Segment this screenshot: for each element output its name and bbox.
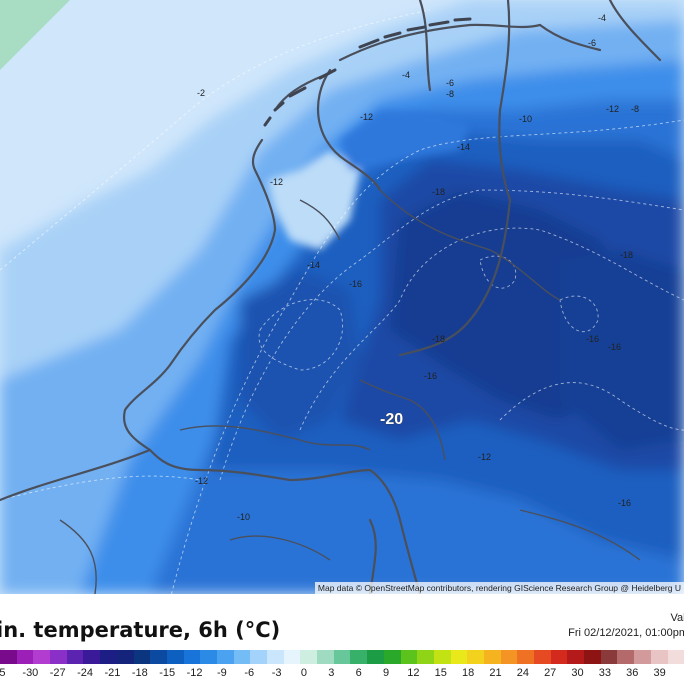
scale-tick-label: 33 (598, 667, 612, 679)
color-swatch (433, 650, 451, 664)
contour-label: -10 (519, 114, 532, 124)
scale-tick-label: -27 (49, 667, 66, 679)
color-swatch (116, 650, 134, 664)
contour-label: -4 (402, 70, 410, 80)
color-swatch (333, 650, 351, 664)
color-swatch (417, 650, 434, 664)
color-swatch (450, 650, 468, 664)
color-swatch (567, 650, 585, 664)
scale-tick-label: -24 (77, 667, 94, 679)
contour-label: -12 (360, 112, 373, 122)
contour-label: -18 (432, 187, 445, 197)
color-swatch (50, 650, 67, 664)
scale-tick-label: 12 (407, 667, 420, 679)
valid-time: Fri 02/12/2021, 01:00pm (568, 627, 684, 639)
scale-tick-label: 27 (544, 667, 557, 679)
scale-tick-label: -3 (271, 667, 282, 679)
contour-label: -18 (620, 250, 633, 260)
color-scale (0, 650, 684, 664)
color-swatch (500, 650, 518, 664)
color-swatch (467, 650, 484, 664)
color-swatch (200, 650, 217, 664)
color-swatch (66, 650, 84, 664)
contour-label: -8 (631, 104, 639, 114)
contour-label: -16 (424, 371, 437, 381)
color-swatch (483, 650, 501, 664)
contour-label: -16 (608, 342, 621, 352)
scale-tick-label: 21 (489, 667, 502, 679)
color-swatch (367, 650, 384, 664)
valid-label: Vali (670, 612, 684, 624)
contour-label: -16 (618, 498, 631, 508)
scale-tick-label: 5 (0, 667, 6, 679)
scale-tick-label: 3 (328, 667, 335, 679)
color-swatch (600, 650, 618, 664)
color-swatch (166, 650, 184, 664)
color-swatch (133, 650, 151, 664)
contour-label: -12 (606, 104, 619, 114)
contour-label: -6 (446, 78, 454, 88)
scale-tick-label: -21 (104, 667, 121, 679)
color-swatch (150, 650, 167, 664)
contour-label: -16 (586, 334, 599, 344)
scale-tick-label: 0 (300, 667, 308, 679)
contour-label: -8 (446, 89, 454, 99)
color-swatch (16, 650, 34, 664)
color-swatch (250, 650, 267, 664)
color-swatch (216, 650, 234, 664)
color-swatch (183, 650, 201, 664)
color-swatch (634, 650, 651, 664)
color-swatch (83, 650, 101, 664)
color-swatch (667, 650, 684, 664)
scale-tick-label: 15 (434, 667, 447, 679)
scale-tick-label: 24 (516, 667, 529, 679)
legend-panel: in. temperature, 6h (°C) Vali Fri 02/12/… (0, 594, 684, 688)
color-swatch (0, 650, 17, 664)
contour-label: -16 (349, 279, 362, 289)
scale-tick-label: 18 (461, 667, 475, 679)
color-swatch (283, 650, 301, 664)
color-swatch (233, 650, 251, 664)
contour-label: -12 (270, 177, 283, 187)
contour-label: -18 (432, 334, 445, 344)
color-swatch (383, 650, 401, 664)
contour-label: -2 (197, 88, 205, 98)
scale-tick-label: 30 (571, 667, 584, 679)
contour-label: -12 (478, 452, 491, 462)
contour-label: -14 (307, 260, 320, 270)
scale-tick-label: 39 (653, 667, 666, 679)
color-swatch (100, 650, 117, 664)
scale-tick-label: -9 (216, 667, 227, 679)
scale-tick-label: 9 (382, 667, 390, 679)
color-scale-ticks: 5 -30 -27 -24 -21 -18 -15 -12 -9 -6 -3 0 3 6 9 12 15 18 21… (0, 667, 684, 683)
contour-label: -6 (588, 38, 596, 48)
color-swatch (617, 650, 635, 664)
color-swatch (350, 650, 368, 664)
color-swatch (550, 650, 568, 664)
contour-label: -10 (237, 512, 250, 522)
color-swatch (400, 650, 418, 664)
temperature-map[interactable]: -4 -6 -4 -6 -8 -2 -12 -10 -12 -8 -14 -12… (0, 0, 684, 594)
scale-tick-label: 6 (355, 667, 362, 679)
color-swatch (267, 650, 284, 664)
scale-tick-label: -15 (159, 667, 176, 679)
color-swatch (300, 650, 318, 664)
scale-tick-label: -6 (244, 667, 255, 679)
contour-label: -14 (457, 142, 470, 152)
color-swatch (33, 650, 51, 664)
map-attribution[interactable]: Map data © OpenStreetMap contributors, r… (314, 582, 684, 594)
scale-tick-label: 36 (626, 667, 639, 679)
scale-tick-label: -30 (22, 667, 39, 679)
scale-tick-label: -18 (131, 667, 148, 679)
contour-label: -12 (195, 476, 208, 486)
min-temperature-label: -20 (380, 411, 403, 428)
color-swatch (517, 650, 534, 664)
color-swatch (317, 650, 334, 664)
color-swatch (584, 650, 601, 664)
color-swatch (534, 650, 551, 664)
scale-tick-label: -12 (186, 667, 203, 679)
contour-label: -4 (598, 13, 606, 23)
color-swatch (650, 650, 668, 664)
legend-title: in. temperature, 6h (°C) (0, 618, 281, 642)
